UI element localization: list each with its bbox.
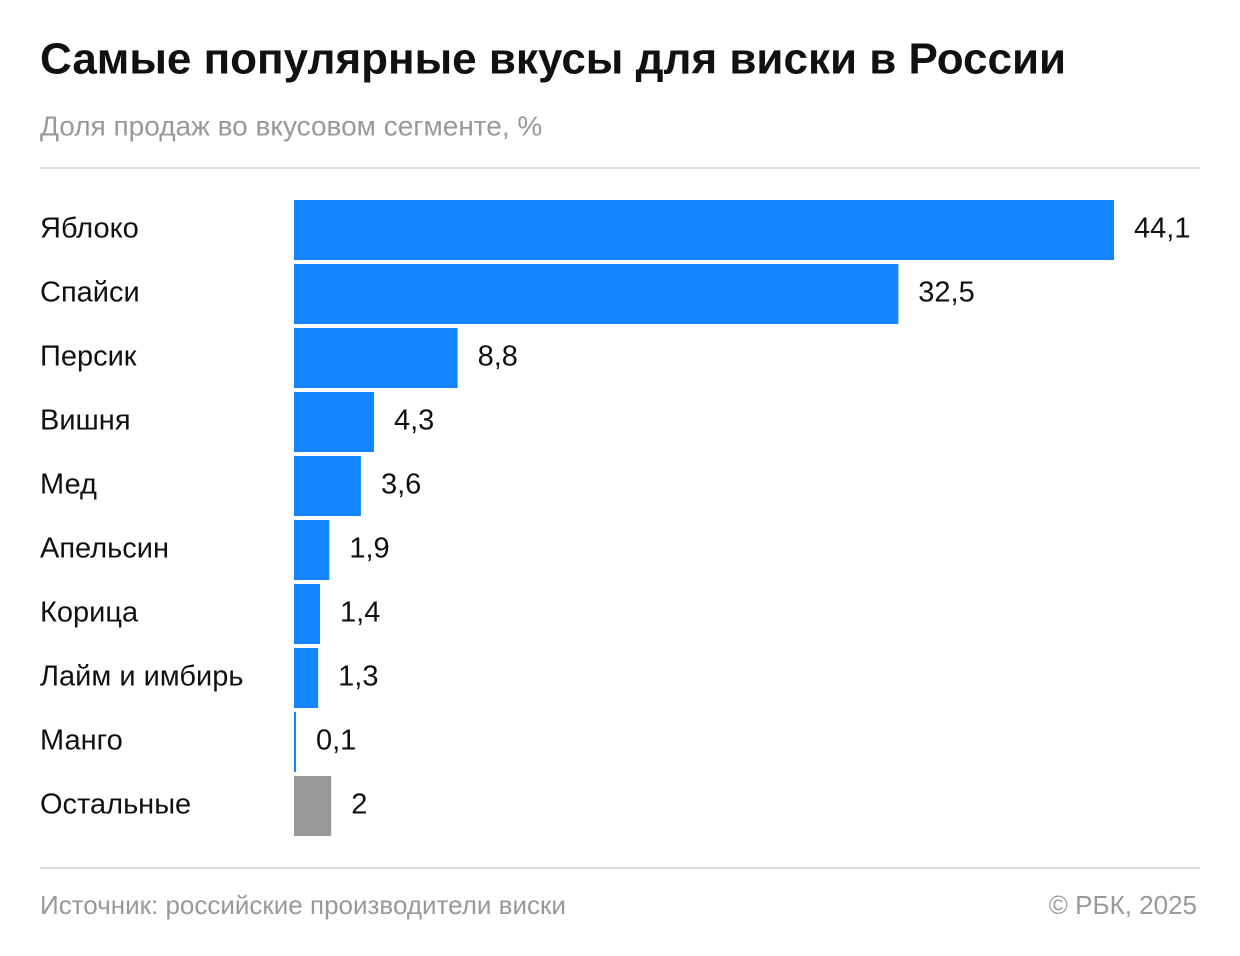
category-label: Апельсин [40,533,169,565]
bar [294,520,330,580]
value-label: 2 [351,789,367,821]
bar [294,712,296,772]
chart-subtitle: Доля продаж во вкусовом сегменте, % [40,110,542,141]
value-label: 8,8 [478,341,518,373]
bar [294,392,374,452]
value-label: 1,3 [338,661,378,693]
value-label: 3,6 [381,469,421,501]
category-label: Яблоко [40,213,139,245]
value-label: 4,3 [394,405,434,437]
credit: © РБК, 2025 [1049,890,1197,920]
bar [294,456,361,516]
category-label: Корица [40,597,139,629]
category-label: Спайси [40,277,140,309]
category-label: Персик [40,341,137,373]
chart-title: Самые популярные вкусы для виски в Росси… [40,35,1066,84]
bar [294,584,321,644]
category-label: Лайм и имбирь [40,661,243,693]
category-label: Мед [40,469,97,501]
category-label: Вишня [40,405,131,437]
value-label: 1,9 [349,533,389,565]
bar [294,648,319,708]
bar [294,328,458,388]
value-label: 44,1 [1134,213,1190,245]
bar [294,200,1114,260]
source: Источник: российские производители виски [40,890,566,920]
bar [294,776,332,836]
value-label: 0,1 [316,725,356,757]
category-label: Манго [40,725,123,757]
category-label: Остальные [40,789,191,821]
bar [294,264,899,324]
value-label: 32,5 [918,277,974,309]
value-label: 1,4 [340,597,380,629]
